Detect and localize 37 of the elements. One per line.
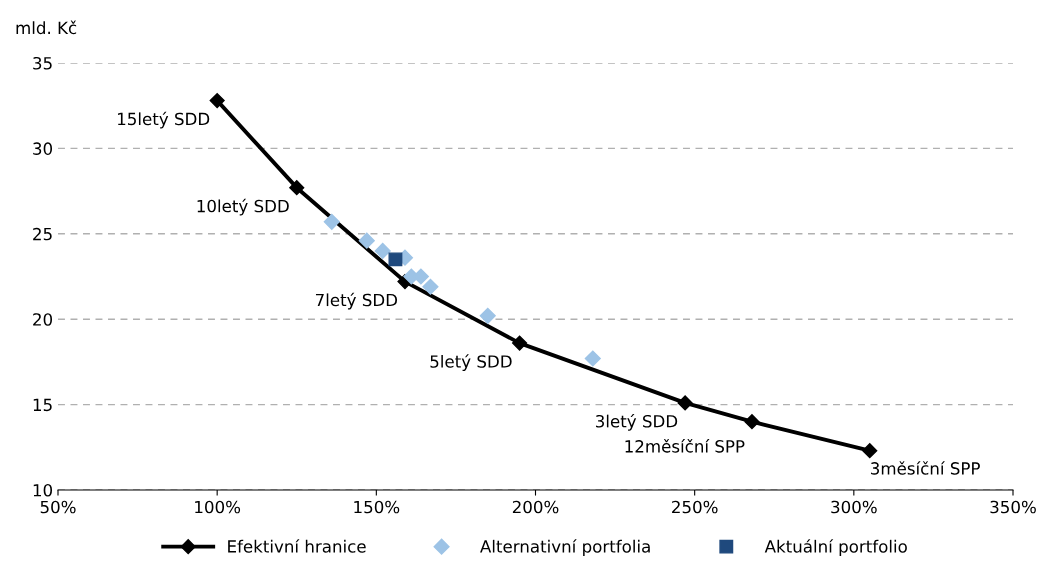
y-tick-label: 10: [33, 483, 53, 497]
legend-label: Aktuální portfolio: [764, 539, 907, 556]
legend-label: Alternativní portfolia: [480, 539, 650, 556]
legend-label: Efektivní hranice: [228, 539, 366, 553]
point: [479, 307, 496, 324]
x-tick-label: 150%: [354, 500, 400, 514]
y-tick-label: 15: [33, 398, 52, 412]
annotation: 3letý SDD: [596, 414, 678, 431]
x-tick-label: 100%: [195, 500, 241, 514]
y-axis-title: mld. Kč: [16, 20, 77, 35]
x-tick-label: 350%: [990, 500, 1036, 514]
x-tick-label: 300%: [831, 500, 877, 514]
point: [512, 335, 528, 351]
point: [388, 252, 403, 267]
point: [862, 443, 878, 459]
point: [744, 414, 760, 430]
annotation: 3měsíční SPP: [871, 461, 980, 475]
point: [323, 213, 340, 230]
point: [209, 93, 225, 109]
y-tick-label: 20: [33, 313, 53, 326]
x-tick-label: 50%: [40, 500, 76, 514]
x-tick-label: 200%: [512, 500, 559, 514]
x-tick-label: 250%: [672, 500, 718, 514]
annotation: 5letý SDD: [430, 354, 512, 372]
y-tick-label: 25: [33, 227, 52, 241]
annotation: 15letý SDD: [118, 111, 210, 129]
point: [584, 350, 601, 367]
point: [374, 242, 391, 259]
point: [289, 180, 305, 196]
point: [358, 232, 375, 249]
point: [677, 395, 693, 411]
point: [422, 278, 439, 295]
y-tick-label: 35: [33, 56, 52, 70]
annotation: 10letý SDD: [197, 198, 289, 216]
y-tick-label: 30: [33, 142, 53, 155]
annotation: 12měsíční SPP: [625, 439, 745, 453]
annotation: 7letý SDD: [315, 292, 398, 310]
